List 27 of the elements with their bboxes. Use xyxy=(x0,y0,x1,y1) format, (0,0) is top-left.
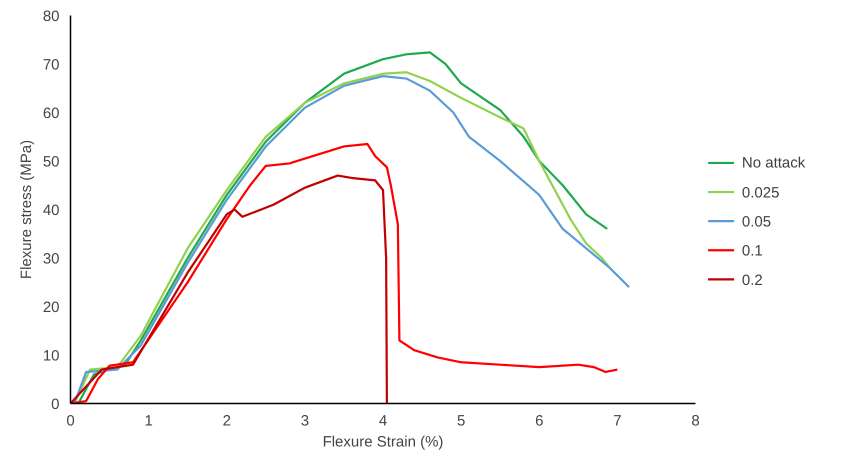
x-tick-label: 3 xyxy=(300,412,310,430)
x-tick-label: 6 xyxy=(535,412,544,430)
y-tick-label: 30 xyxy=(42,250,60,268)
y-tick-label: 10 xyxy=(42,348,60,364)
y-tick-label: 50 xyxy=(42,154,60,170)
legend-label: 0.2 xyxy=(742,272,763,289)
y-tick-label: 40 xyxy=(42,202,60,219)
y-axis-title: Flexure stress (MPa) xyxy=(18,140,35,280)
line-series xyxy=(70,174,388,404)
y-tick-label: 60 xyxy=(42,105,60,122)
y-tick-label: 80 xyxy=(42,8,60,25)
legend-label: 0.05 xyxy=(742,214,772,231)
x-axis-title: Flexure Strain (%) xyxy=(322,434,444,450)
y-tick-label: 0 xyxy=(51,396,60,413)
x-tick-label: 8 xyxy=(691,412,700,430)
x-tick-label: 5 xyxy=(456,412,466,430)
line-series xyxy=(70,142,618,404)
x-tick-label: 1 xyxy=(144,412,153,430)
legend-label: 0.1 xyxy=(742,242,763,260)
x-tick-label: 4 xyxy=(378,412,388,430)
x-tick-label: 2 xyxy=(222,412,231,430)
y-tick-label: 20 xyxy=(42,299,60,316)
y-tick-label: 70 xyxy=(42,56,60,74)
legend-label: No attack xyxy=(742,154,806,172)
legend-label: 0.025 xyxy=(742,184,780,202)
x-tick-label: 0 xyxy=(66,412,75,430)
x-tick-label: 7 xyxy=(613,412,622,430)
